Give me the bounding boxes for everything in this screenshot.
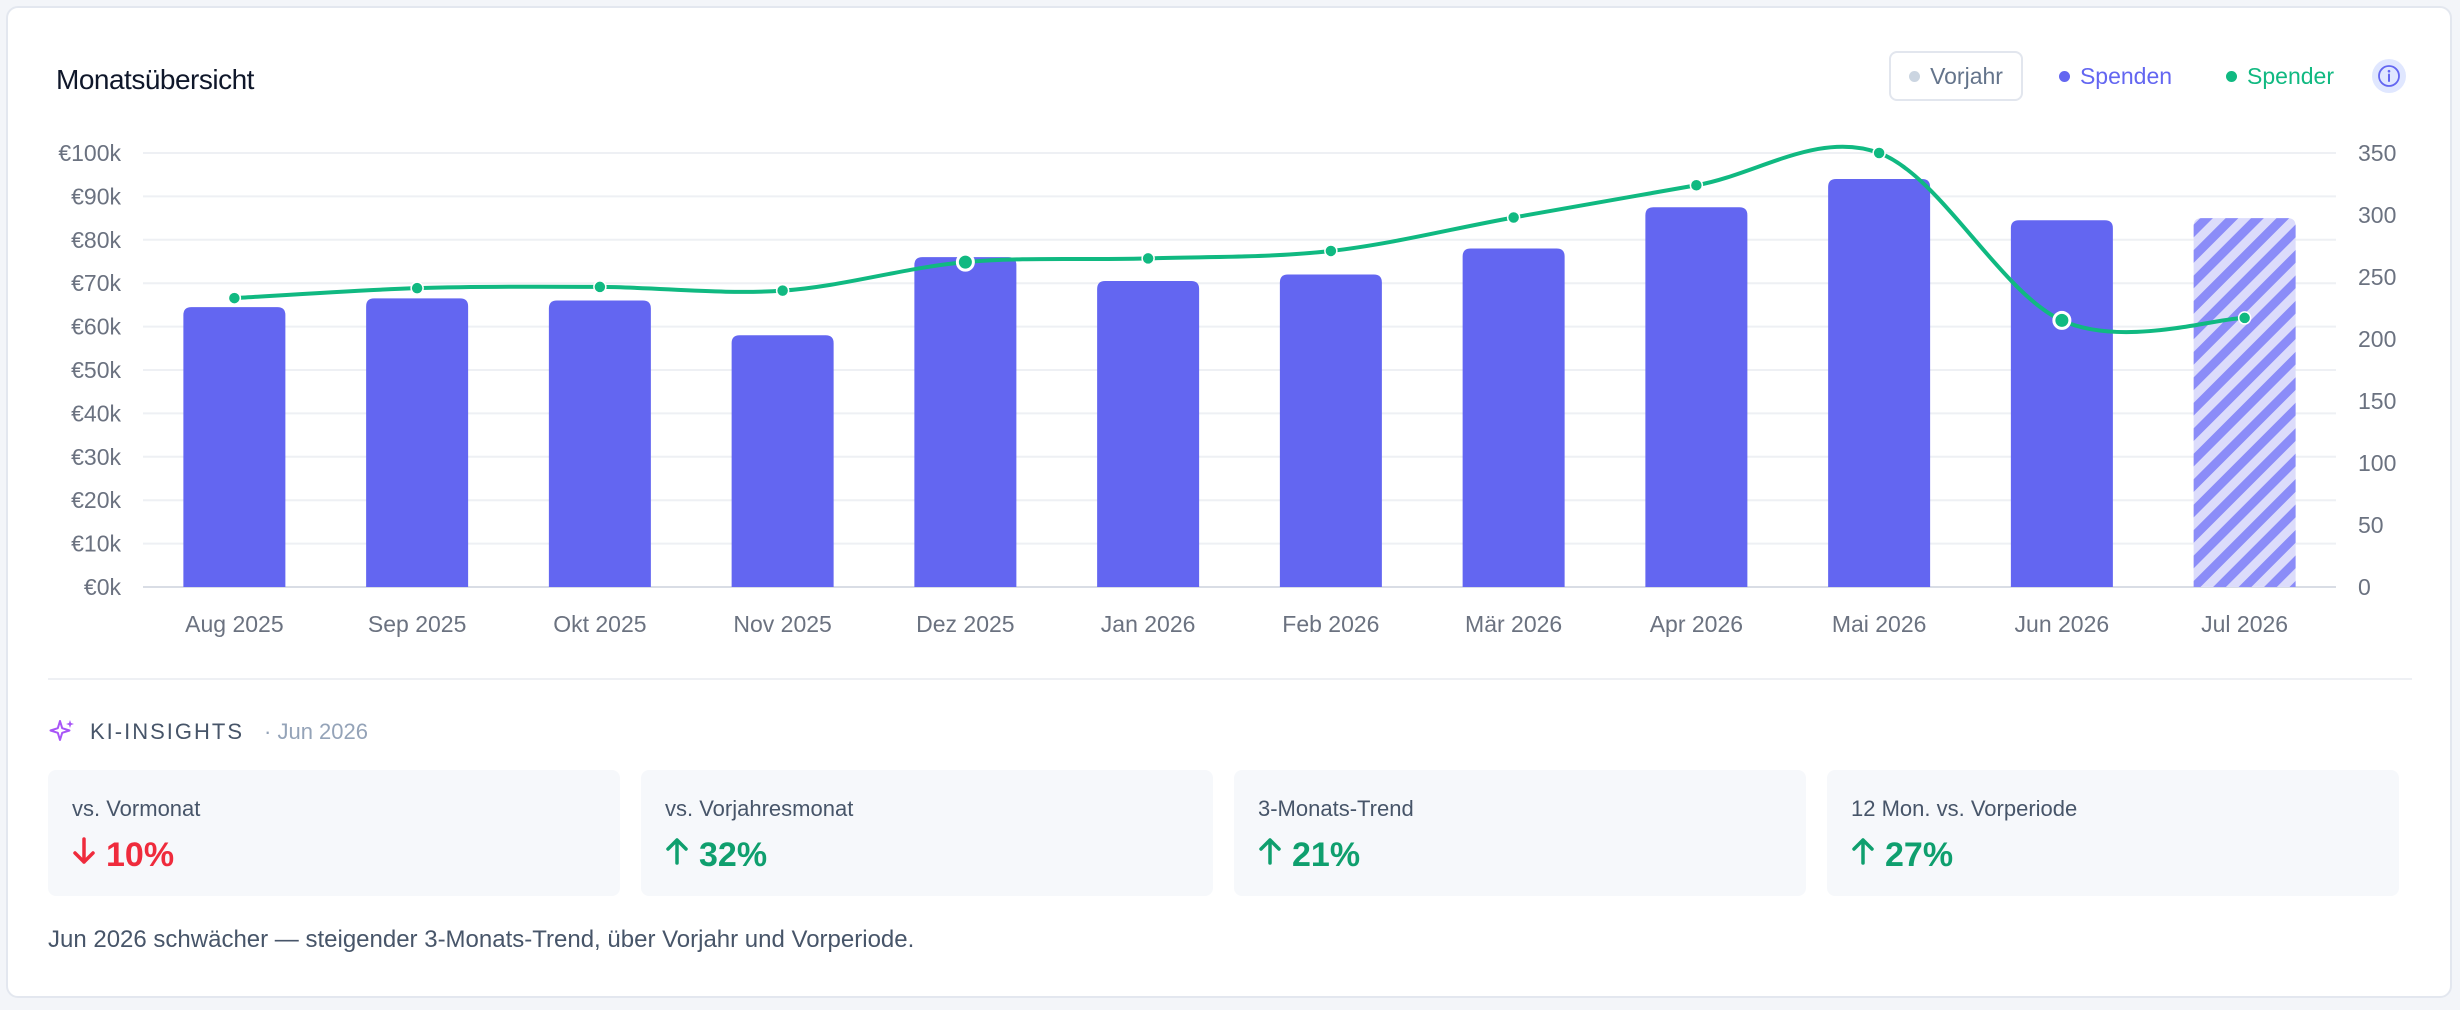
y-right-tick-label: 50 [2358, 512, 2384, 538]
insight-tile-label: 12 Mon. vs. Vorperiode [1851, 796, 2078, 821]
donors-point [775, 283, 790, 298]
bar [548, 300, 651, 587]
monthly-chart: €0k €10k €20k €30k €40k €50k €60k €70k €80k €90k €… [58, 140, 2396, 637]
insight-percent: 32% [699, 836, 768, 874]
bar [1828, 179, 1931, 588]
x-tick-label: Jun 2026 [2015, 611, 2110, 637]
x-tick-label: Okt 2025 [553, 611, 646, 637]
arrow-up-icon [665, 836, 689, 875]
y-left-tick-label: €100k [58, 140, 121, 166]
y-right-tick-label: 100 [2358, 450, 2396, 476]
insight-tiles: vs. Vormonat 10% vs. Vorjahresmonat 32% … [48, 770, 2404, 900]
y-left-tick-label: €80k [71, 227, 121, 253]
y-left-tick-label: €20k [71, 487, 121, 513]
y-right-tick-label: 350 [2358, 140, 2396, 166]
bar [1097, 281, 1200, 587]
insights-label: KI-INSIGHTS [90, 719, 245, 744]
x-tick-label: Nov 2025 [733, 611, 831, 637]
legend-toggle-prev-year[interactable]: Vorjahr [1889, 51, 2023, 101]
bar [914, 257, 1017, 587]
legend-toggle-donors[interactable]: Spender [2208, 51, 2352, 101]
donors-point [955, 252, 975, 272]
bar [1462, 248, 1565, 588]
y-right-tick-label: 200 [2358, 326, 2396, 352]
donors-point [1689, 178, 1704, 192]
bar [1645, 207, 1748, 587]
y-left-tick-label: €10k [71, 531, 121, 557]
insight-tile-label: vs. Vorjahresmonat [665, 796, 854, 821]
y-left-tick-label: €30k [71, 444, 121, 470]
donors-point [2237, 311, 2252, 325]
donors-point [1872, 146, 1886, 160]
section-divider [48, 678, 2412, 680]
y-left-tick-label: €0k [84, 574, 122, 600]
insight-percent: 21% [1292, 836, 1361, 874]
insight-tile-yoy: vs. Vorjahresmonat 32% [641, 770, 1213, 896]
x-tick-label: Jul 2026 [2201, 611, 2288, 637]
y-right-tick-label: 0 [2358, 574, 2371, 600]
insight-tile-value: 32% [665, 836, 767, 875]
x-tick-label: Sep 2025 [368, 611, 466, 637]
insight-tile-label: vs. Vormonat [72, 796, 201, 821]
donors-dot-icon [2226, 70, 2238, 82]
y-left-tick-label: €70k [71, 270, 121, 296]
donations-dot-icon [2058, 70, 2070, 82]
donors-point [1324, 244, 1338, 258]
info-icon [2378, 65, 2400, 87]
sparkle-icon [49, 720, 74, 741]
y-right-tick-label: 150 [2358, 388, 2396, 414]
donors-point [1141, 251, 1155, 266]
y-left-tick-label: €60k [71, 314, 121, 340]
bar [731, 335, 834, 587]
legend-prev-year-label: Vorjahr [1930, 62, 2003, 89]
insight-tile-value: 10% [72, 836, 174, 875]
bar-partial [2193, 218, 2296, 587]
y-left-tick-label: €90k [71, 183, 121, 209]
chart-legend: Vorjahr Spenden Spender [1889, 48, 2406, 104]
x-tick-label: Dez 2025 [916, 611, 1014, 637]
insight-tile-value: 21% [1258, 836, 1360, 875]
legend-donations-label: Spenden [2079, 62, 2173, 89]
x-tick-label: Mär 2026 [1465, 611, 1562, 637]
insight-tile-mom: vs. Vormonat 10% [48, 770, 620, 896]
insights-period: · Jun 2026 [264, 719, 368, 744]
donors-point [410, 281, 424, 295]
y-right-tick-label: 250 [2358, 264, 2396, 290]
x-tick-label: Mai 2026 [1832, 611, 1927, 637]
insight-tile-value: 27% [1851, 836, 1953, 875]
arrow-up-icon [1851, 836, 1875, 875]
insights-header: KI-INSIGHTS · Jun 2026 [48, 718, 368, 746]
bar [1279, 274, 1382, 587]
y-right-tick-label: 300 [2358, 202, 2396, 228]
info-button[interactable] [2372, 59, 2406, 93]
donors-line [234, 144, 2245, 335]
x-tick-label: Apr 2026 [1650, 611, 1743, 637]
donors-point [593, 280, 607, 294]
legend-donors-label: Spender [2247, 62, 2334, 89]
insight-percent: 27% [1885, 836, 1954, 874]
bar [183, 307, 286, 587]
x-tick-label: Aug 2025 [185, 611, 283, 637]
page-title: Monatsübersicht [56, 64, 254, 95]
arrow-up-icon [1258, 836, 1282, 875]
donors-point [1506, 210, 1521, 225]
donors-point [2052, 310, 2072, 330]
insight-tile-label: 3-Monats-Trend [1258, 796, 1414, 821]
insights-summary: Jun 2026 schwächer — steigender 3-Monats… [48, 926, 915, 953]
donors-point [227, 291, 242, 305]
x-tick-label: Jan 2026 [1101, 611, 1196, 637]
prev-year-dot-icon [1909, 70, 1921, 82]
arrow-down-icon [72, 836, 96, 875]
y-left-tick-label: €50k [71, 357, 121, 383]
insight-tile-3m-trend: 3-Monats-Trend 21% [1234, 770, 1806, 896]
legend-toggle-donations[interactable]: Spenden [2041, 51, 2190, 101]
bar [366, 298, 469, 587]
bar [2010, 220, 2113, 587]
y-left-tick-label: €40k [71, 400, 121, 426]
insight-percent: 10% [106, 836, 175, 874]
insight-tile-12m: 12 Mon. vs. Vorperiode 27% [1827, 770, 2399, 896]
x-tick-label: Feb 2026 [1282, 611, 1379, 637]
